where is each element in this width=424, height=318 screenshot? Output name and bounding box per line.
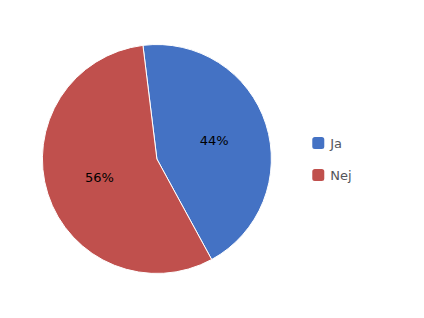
- svg-text:44%: 44%: [200, 133, 229, 148]
- svg-text:56%: 56%: [85, 170, 114, 185]
- svg-text:Ja: Ja: [329, 136, 342, 151]
- svg-text:Nej: Nej: [330, 168, 351, 183]
